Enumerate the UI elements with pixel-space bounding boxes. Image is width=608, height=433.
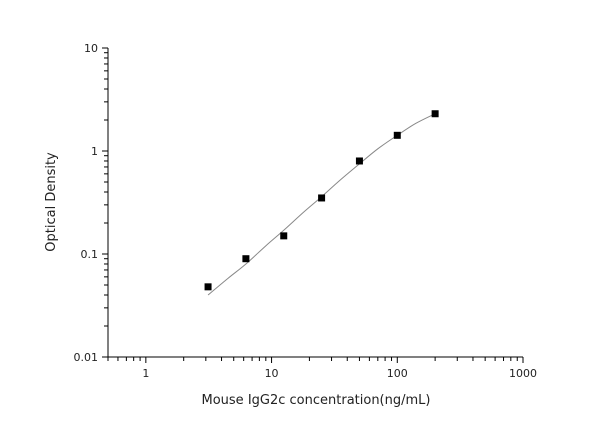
data-point <box>393 131 401 139</box>
data-point <box>204 283 212 291</box>
data-point <box>318 194 326 202</box>
y-axis-label: Optical Density <box>44 152 59 252</box>
data-point <box>242 255 250 263</box>
data-point <box>355 157 363 165</box>
fit-curve <box>207 113 436 296</box>
x-tick-label: 1 <box>142 367 149 380</box>
data-point <box>280 232 288 240</box>
y-tick-label: 10 <box>84 42 98 55</box>
data-point <box>431 110 439 118</box>
x-axis-label: Mouse IgG2c concentration(ng/mL) <box>202 393 431 408</box>
y-tick-label: 1 <box>91 145 98 158</box>
data-points <box>204 110 439 291</box>
y-tick-label: 0.01 <box>74 351 99 364</box>
y-tick-label: 0.1 <box>81 248 99 261</box>
axes: 1 10 100 1000 0.01 0.1 1 10 <box>74 42 538 380</box>
x-tick-label: 1000 <box>509 367 537 380</box>
x-tick-label: 10 <box>265 367 279 380</box>
x-tick-label: 100 <box>387 367 408 380</box>
